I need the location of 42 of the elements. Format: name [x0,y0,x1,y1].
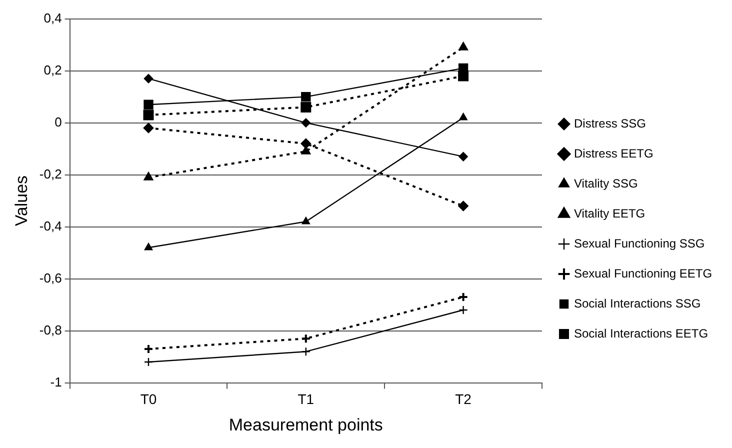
y-tick-label: 0 [54,114,62,130]
point [301,347,310,356]
y-tick-label: 0,4 [44,10,62,26]
point [143,110,154,120]
point [458,292,468,302]
y-tick-label: -0,4 [39,218,62,234]
point [300,102,312,112]
legend-label: Sexual Functioning EETG [574,266,712,280]
y-tick-label: -1 [50,374,62,390]
point [301,118,310,128]
point [458,152,468,162]
y-axis-title: Values [12,175,31,226]
legend-label: Distress EETG [574,146,654,160]
point [144,100,154,110]
x-tick-label: T1 [298,391,314,408]
point [300,138,311,149]
legend-label: Social Interactions EETG [574,326,708,340]
point [458,42,468,50]
legend-label: Vitality EETG [574,206,646,220]
legend-label: Vitality SSG [574,176,638,190]
x-axis-title: Measurement points [228,415,383,434]
point [144,344,154,354]
point [459,113,468,120]
point [144,243,153,250]
x-tick-label: T0 [140,391,157,408]
x-tick-label: T2 [455,391,472,408]
point [458,305,468,315]
y-tick-label: -0,6 [39,270,62,286]
legend-label: Distress SSG [574,116,646,130]
point [144,172,153,180]
point [302,217,310,224]
legend-label: Social Interactions SSG [574,296,701,310]
point [144,123,154,133]
y-tick-label: -0,8 [39,322,62,338]
point [144,357,154,367]
y-tick-label: -0,2 [39,166,62,182]
point [301,92,311,102]
point [300,334,311,344]
point [458,201,468,211]
y-tick-label: 0,2 [44,62,62,78]
legend-label: Sexual Functioning SSG [574,236,705,250]
point [144,74,154,84]
